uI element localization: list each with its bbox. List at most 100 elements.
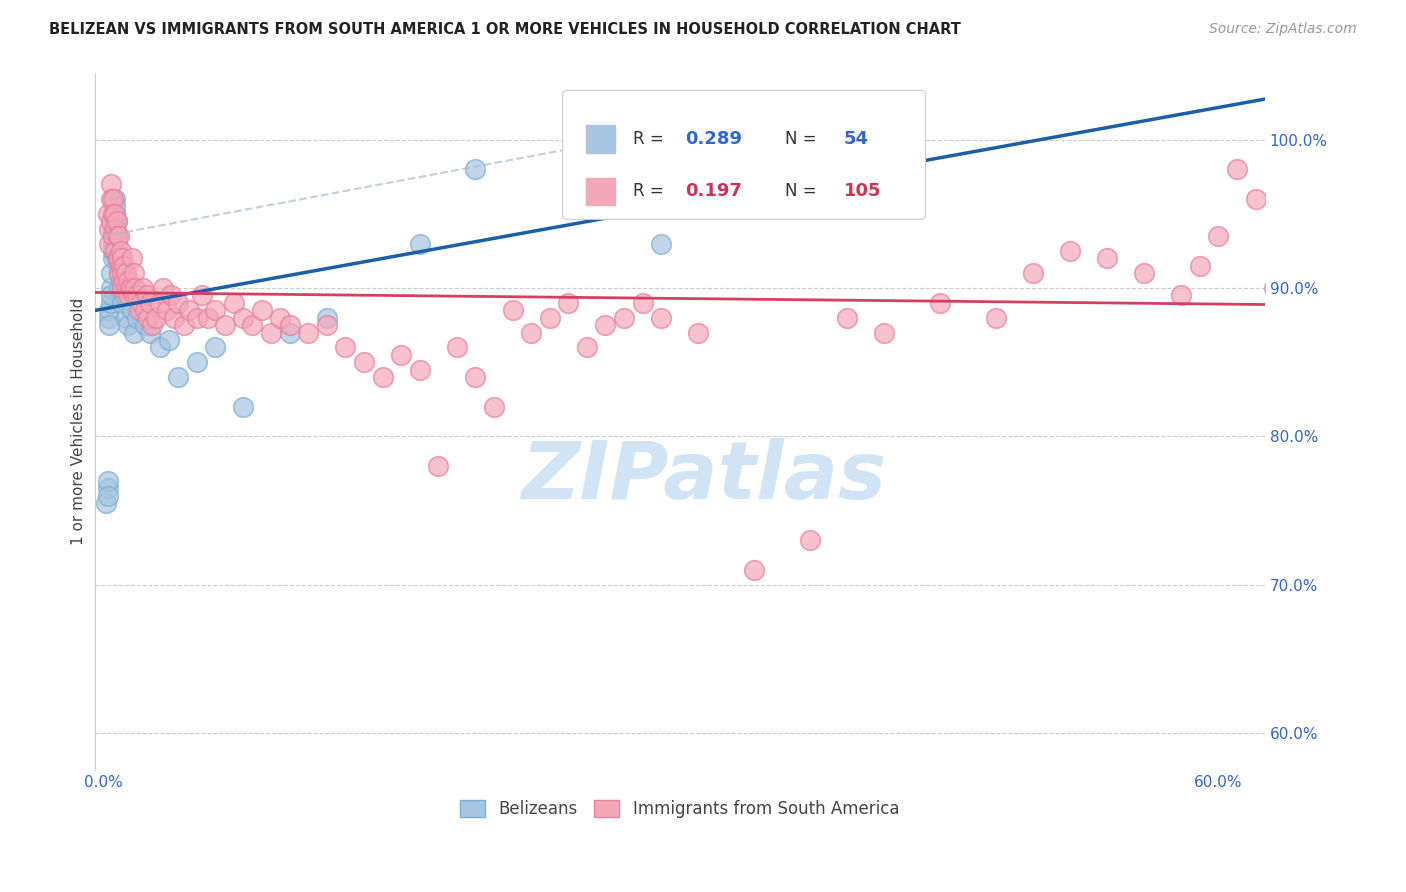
Text: N =: N =: [785, 183, 823, 201]
Bar: [586, 125, 616, 153]
Point: [110, 259, 132, 273]
Text: BELIZEAN VS IMMIGRANTS FROM SOUTH AMERICA 1 OR MORE VEHICLES IN HOUSEHOLD CORREL: BELIZEAN VS IMMIGRANTS FROM SOUTH AMERIC…: [49, 22, 962, 37]
Point: [186, 355, 208, 369]
Point: [110, 259, 132, 273]
Point: [149, 340, 172, 354]
Point: [179, 303, 201, 318]
Point: [122, 266, 145, 280]
Point: [650, 310, 672, 325]
Point: [389, 348, 412, 362]
Point: [124, 281, 146, 295]
Point: [427, 458, 450, 473]
Point: [110, 274, 132, 288]
Point: [121, 252, 143, 266]
Point: [97, 481, 120, 495]
Point: [1188, 259, 1211, 273]
Point: [156, 303, 179, 318]
Point: [100, 192, 122, 206]
Point: [112, 259, 135, 273]
Point: [97, 474, 120, 488]
Point: [157, 333, 180, 347]
Point: [107, 229, 129, 244]
Bar: [586, 178, 616, 205]
Point: [145, 310, 167, 325]
Point: [1021, 266, 1043, 280]
Point: [105, 252, 128, 266]
Point: [1301, 259, 1323, 273]
Point: [167, 370, 190, 384]
Point: [928, 296, 950, 310]
Point: [482, 400, 505, 414]
Point: [122, 288, 145, 302]
Point: [297, 326, 319, 340]
Point: [138, 310, 160, 325]
Point: [105, 229, 128, 244]
Point: [1281, 229, 1303, 244]
Point: [128, 303, 150, 318]
Point: [315, 310, 337, 325]
Point: [197, 310, 219, 325]
Point: [101, 244, 124, 258]
Point: [104, 199, 127, 213]
Point: [101, 221, 124, 235]
Point: [163, 310, 186, 325]
Point: [335, 340, 357, 354]
Text: R =: R =: [633, 183, 669, 201]
Point: [688, 147, 710, 161]
Point: [100, 266, 122, 280]
Point: [129, 296, 152, 310]
Point: [98, 221, 121, 235]
FancyBboxPatch shape: [562, 90, 925, 219]
Point: [204, 340, 226, 354]
Point: [112, 274, 135, 288]
Point: [984, 310, 1007, 325]
Point: [101, 236, 124, 251]
Point: [1319, 214, 1341, 228]
Point: [464, 162, 486, 177]
Point: [278, 326, 301, 340]
Point: [111, 266, 134, 280]
Legend: Belizeans, Immigrants from South America: Belizeans, Immigrants from South America: [454, 793, 905, 824]
Point: [232, 400, 254, 414]
Point: [104, 244, 127, 258]
Point: [111, 281, 134, 295]
Point: [650, 236, 672, 251]
Point: [100, 178, 122, 192]
Point: [613, 310, 636, 325]
Point: [100, 288, 122, 302]
Point: [315, 318, 337, 332]
Point: [799, 533, 821, 548]
Point: [105, 214, 128, 228]
Text: 105: 105: [844, 183, 882, 201]
Point: [107, 252, 129, 266]
Point: [112, 288, 135, 302]
Point: [122, 326, 145, 340]
Point: [1133, 266, 1156, 280]
Y-axis label: 1 or more Vehicles in Household: 1 or more Vehicles in Household: [72, 298, 86, 545]
Point: [222, 296, 245, 310]
Point: [115, 310, 138, 325]
Point: [104, 214, 127, 228]
Point: [214, 318, 236, 332]
Point: [104, 221, 127, 235]
Point: [242, 318, 264, 332]
Point: [269, 310, 291, 325]
Point: [1244, 192, 1267, 206]
Point: [278, 318, 301, 332]
Point: [115, 266, 138, 280]
Point: [104, 192, 127, 206]
Point: [595, 318, 617, 332]
Text: 0.289: 0.289: [686, 130, 742, 148]
Point: [408, 236, 430, 251]
Point: [575, 340, 598, 354]
Point: [1170, 288, 1192, 302]
Point: [742, 563, 765, 577]
Point: [107, 281, 129, 295]
Point: [204, 303, 226, 318]
Point: [538, 310, 561, 325]
Point: [631, 296, 654, 310]
Point: [1208, 229, 1230, 244]
Point: [557, 296, 579, 310]
Point: [101, 229, 124, 244]
Point: [186, 310, 208, 325]
